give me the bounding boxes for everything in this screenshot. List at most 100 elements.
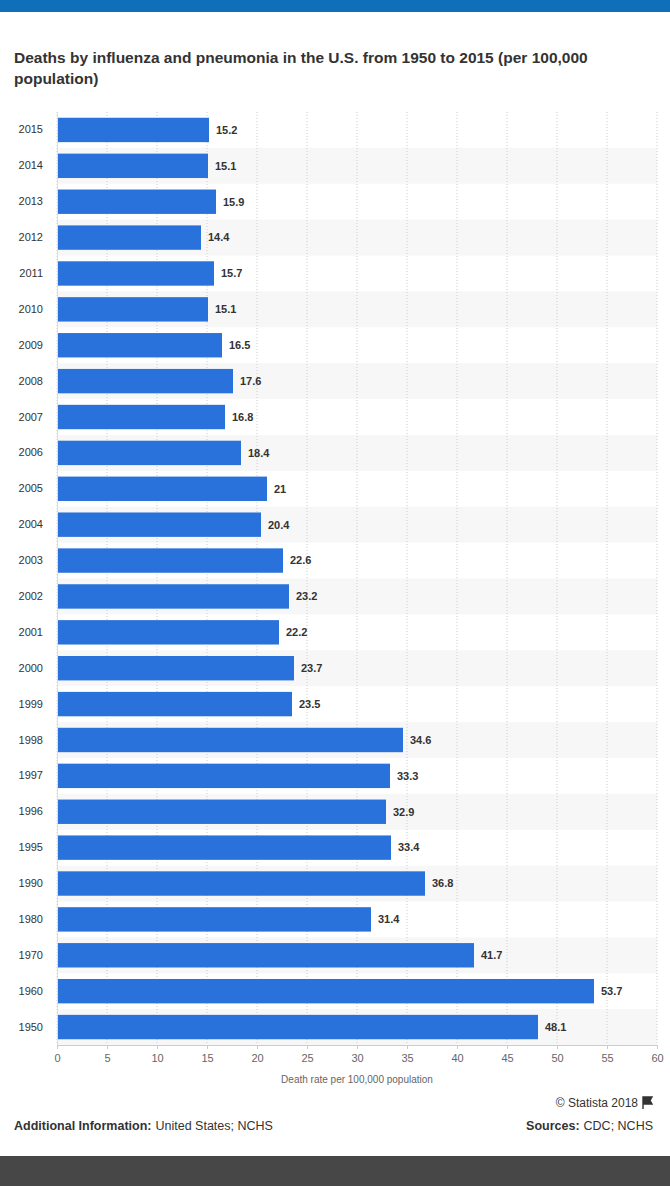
y-tick-label: 2012 <box>19 231 43 243</box>
y-tick: 1990 <box>19 877 57 889</box>
y-axis: 2015201420132012201120102009200820072006… <box>19 113 58 1046</box>
x-tick-mark <box>107 1045 108 1049</box>
bar <box>57 728 403 752</box>
bar <box>57 261 214 285</box>
y-tick-label: 2013 <box>19 195 43 207</box>
y-tick: 1998 <box>19 734 57 746</box>
y-tick: 2001 <box>19 626 57 638</box>
x-tick-mark <box>507 1045 508 1049</box>
bar <box>57 979 594 1003</box>
grid-line <box>557 112 558 1045</box>
x-tick-label: 15 <box>201 1052 213 1064</box>
data-label: 15.1 <box>215 160 236 172</box>
data-label: 14.4 <box>208 231 230 243</box>
y-tick: 2012 <box>19 231 57 243</box>
x-tick-label: 20 <box>251 1052 263 1064</box>
y-tick-label: 2014 <box>19 159 43 171</box>
data-label: 18.4 <box>248 447 270 459</box>
y-tick-label: 2015 <box>19 123 43 135</box>
header-band <box>0 0 670 12</box>
x-tick-label: 5 <box>104 1052 110 1064</box>
bar <box>57 118 209 142</box>
data-label: 41.7 <box>481 949 502 961</box>
x-tick-mark <box>257 1045 258 1049</box>
y-tick-label: 1980 <box>19 913 43 925</box>
bar <box>57 369 233 393</box>
x-tick: 40 <box>451 1045 463 1064</box>
x-tick-mark <box>157 1045 158 1049</box>
bar <box>57 907 371 931</box>
bar <box>57 441 241 465</box>
y-tick-label: 1990 <box>19 877 43 889</box>
data-label: 33.4 <box>398 841 420 853</box>
x-tick-mark <box>457 1045 458 1049</box>
x-tick: 35 <box>401 1045 413 1064</box>
y-tick-label: 2008 <box>19 375 43 387</box>
row-stripe <box>57 435 657 471</box>
grid-line <box>657 112 658 1045</box>
grid-line <box>307 112 308 1045</box>
y-tick: 2013 <box>19 195 57 207</box>
footer-band <box>0 1156 670 1186</box>
grid-line <box>357 112 358 1045</box>
data-label: 22.2 <box>286 626 307 638</box>
data-label: 36.8 <box>432 877 453 889</box>
bar <box>57 943 474 967</box>
bar <box>57 548 283 572</box>
sources: Sources:CDC; NCHS <box>526 1119 653 1133</box>
bar <box>57 584 289 608</box>
bar <box>57 656 294 680</box>
bar <box>57 871 425 895</box>
data-label: 34.6 <box>410 734 431 746</box>
y-tick: 2015 <box>19 123 57 135</box>
x-tick: 20 <box>251 1045 263 1064</box>
bars <box>57 118 594 1040</box>
x-tick-label: 10 <box>151 1052 163 1064</box>
data-label: 16.8 <box>232 411 253 423</box>
x-tick-label: 30 <box>351 1052 363 1064</box>
x-tick-mark <box>57 1045 58 1049</box>
bar <box>57 512 261 536</box>
additional-info: Additional Information:United States; NC… <box>14 1119 273 1133</box>
y-tick: 2004 <box>19 518 57 530</box>
grid <box>57 112 657 1045</box>
flag-icon <box>643 1097 652 1109</box>
bar <box>57 835 391 859</box>
y-tick-label: 1960 <box>19 985 43 997</box>
y-tick-label: 1999 <box>19 698 43 710</box>
grid-line <box>407 112 408 1045</box>
y-tick: 2008 <box>19 375 57 387</box>
grid-line <box>607 112 608 1045</box>
y-tick-label: 1996 <box>19 805 43 817</box>
chart: Deaths by influenza and pneumonia in the… <box>0 0 670 1186</box>
grid-line <box>107 112 108 1045</box>
bar <box>57 154 208 178</box>
grid-line <box>507 112 508 1045</box>
x-tick-label: 60 <box>651 1052 663 1064</box>
y-tick: 1999 <box>19 698 57 710</box>
data-label: 48.1 <box>545 1021 566 1033</box>
grid-line <box>257 112 258 1045</box>
bar <box>57 1015 538 1039</box>
bar <box>57 405 225 429</box>
y-tick: 1980 <box>19 913 57 925</box>
data-label: 15.7 <box>221 267 242 279</box>
x-tick: 45 <box>501 1045 513 1064</box>
y-tick: 2005 <box>19 482 57 494</box>
y-tick: 2002 <box>19 590 57 602</box>
x-tick: 60 <box>651 1045 663 1064</box>
y-tick-label: 1995 <box>19 841 43 853</box>
y-tick-label: 2009 <box>19 339 43 351</box>
grid-line <box>457 112 458 1045</box>
x-tick: 30 <box>351 1045 363 1064</box>
row-stripe <box>57 507 657 543</box>
y-tick-label: 2003 <box>19 554 43 566</box>
x-tick-label: 35 <box>401 1052 413 1064</box>
x-tick-mark <box>607 1045 608 1049</box>
y-tick-label: 2005 <box>19 482 43 494</box>
data-labels: 15.215.115.914.415.715.116.517.616.818.4… <box>208 124 622 1033</box>
y-tick-label: 2010 <box>19 303 43 315</box>
bar <box>57 333 222 357</box>
y-tick: 2009 <box>19 339 57 351</box>
y-tick-label: 2002 <box>19 590 43 602</box>
